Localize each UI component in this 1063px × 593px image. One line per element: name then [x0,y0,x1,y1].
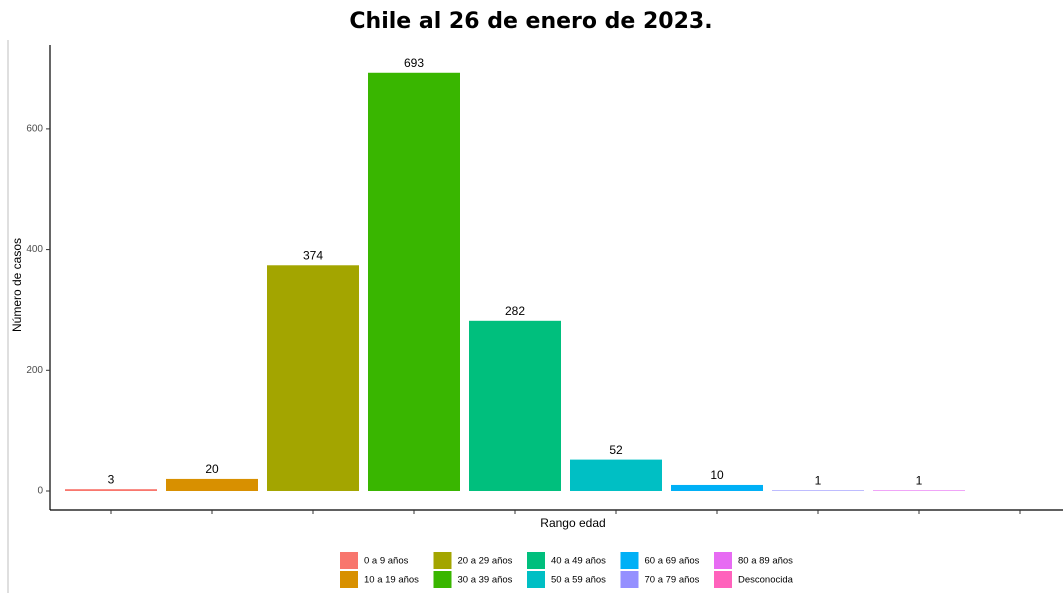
legend-swatch [620,552,639,569]
legend-swatch [340,552,358,569]
value-label: 52 [609,443,623,457]
bar [570,459,662,491]
value-label: 693 [404,56,424,70]
x-axis-title: Rango edad [540,516,605,530]
value-label: 282 [505,304,525,318]
legend-label: 60 a 69 años [645,556,700,567]
bar [772,490,864,491]
value-label: 10 [710,468,724,482]
legend-swatch [714,552,732,569]
legend-swatch [527,571,545,588]
legend-swatch [433,571,452,588]
value-label: 374 [303,248,323,262]
bar [873,490,965,491]
y-tick-label: 400 [26,244,43,255]
legend-swatch [433,552,452,569]
y-tick-label: 600 [26,124,43,135]
value-label: 3 [108,472,115,486]
bar [469,320,561,491]
legend-label: 70 a 79 años [645,575,700,586]
bar [671,484,763,491]
bar [166,478,258,491]
y-tick-label: 200 [26,365,43,376]
legend-label: 80 a 89 años [738,556,793,567]
legend-swatch [527,552,545,569]
bar [368,72,460,491]
bar [267,265,359,491]
legend-swatch [620,571,639,588]
y-axis-title: Número de casos [10,238,24,332]
value-label: 1 [916,474,923,488]
bar [65,489,157,491]
legend-swatch [714,571,732,588]
legend-label: 10 a 19 años [364,575,419,586]
y-tick-label: 0 [37,486,43,497]
value-label: 20 [205,462,219,476]
legend-label: 30 a 39 años [458,575,513,586]
legend-label: 50 a 59 años [551,575,606,586]
value-label: 1 [815,474,822,488]
legend-label: 40 a 49 años [551,556,606,567]
legend-swatch [340,571,358,588]
chart-title: Chile al 26 de enero de 2023. [349,9,712,34]
legend-label: 0 a 9 años [364,556,409,567]
legend-label: Desconocida [738,575,794,586]
legend-label: 20 a 29 años [458,556,513,567]
